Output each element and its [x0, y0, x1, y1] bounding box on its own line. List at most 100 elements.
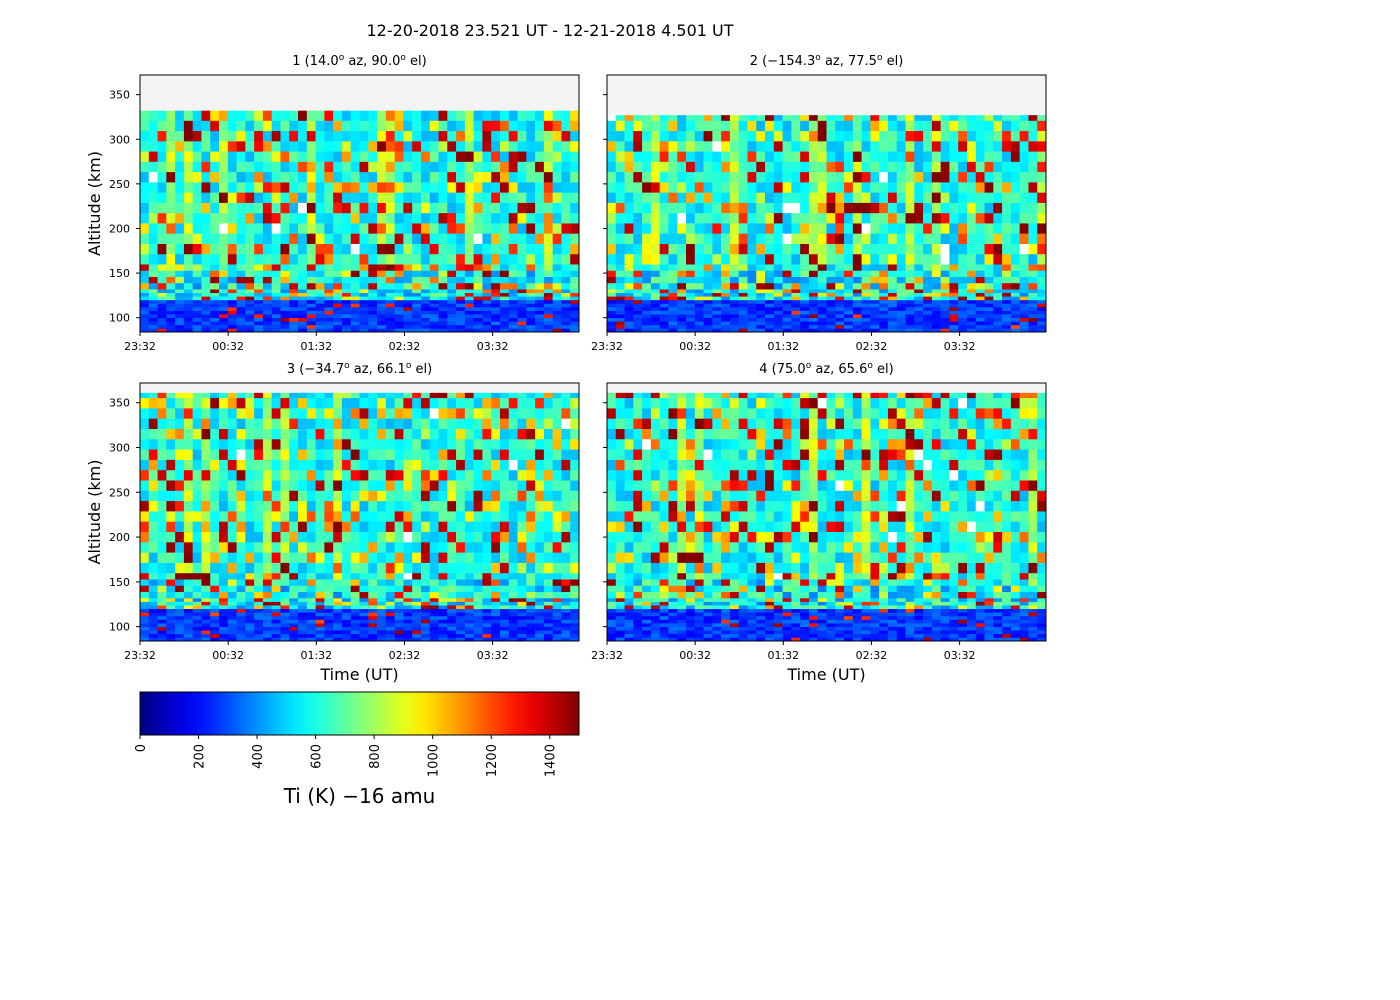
- heatmap-cell: [280, 202, 290, 214]
- x-tick-label: 23:32: [591, 340, 623, 353]
- heatmap-cell: [958, 299, 968, 304]
- heatmap-cell: [508, 392, 518, 399]
- heatmap-cell: [535, 490, 545, 502]
- heatmap-cell: [403, 282, 413, 290]
- heatmap-cell: [993, 120, 1003, 132]
- heatmap-cell: [254, 626, 264, 631]
- heatmap-cell: [429, 307, 439, 311]
- heatmap-cell: [879, 282, 889, 290]
- heatmap-cell: [949, 317, 959, 322]
- heatmap-cell: [175, 449, 185, 460]
- heatmap-cell: [298, 459, 308, 471]
- panel-2: 23:32 00:32 01:32 02:32 03:322 (−154.3o az, …: [591, 53, 1047, 353]
- heatmap-cell: [175, 321, 185, 326]
- heatmap-cell: [385, 310, 395, 315]
- heatmap-cell: [359, 289, 369, 294]
- heatmap-cell: [394, 591, 404, 599]
- heatmap-cell: [940, 292, 950, 297]
- heatmap-cell: [526, 120, 536, 132]
- heatmap-cell: [491, 521, 501, 533]
- heatmap-cell: [835, 324, 845, 329]
- heatmap-cell: [517, 397, 527, 409]
- heatmap-cell: [254, 585, 264, 593]
- heatmap-cell: [508, 511, 518, 522]
- heatmap-cell: [870, 264, 880, 271]
- heatmap-cell: [861, 321, 871, 326]
- heatmap-cell: [607, 307, 617, 311]
- heatmap-cell: [552, 585, 562, 593]
- heatmap-cell: [447, 182, 457, 193]
- heatmap-cell: [570, 182, 580, 193]
- heatmap-cell: [140, 253, 150, 265]
- heatmap-cell: [887, 161, 898, 173]
- heatmap-cell: [148, 418, 158, 429]
- heatmap-cell: [350, 598, 360, 602]
- heatmap-cell: [923, 151, 933, 162]
- heatmap-cell: [236, 637, 246, 642]
- heatmap-cell: [659, 212, 669, 224]
- heatmap-cell: [324, 223, 334, 234]
- heatmap-cell: [650, 115, 660, 121]
- heatmap-cell: [931, 130, 941, 142]
- heatmap-cell: [333, 317, 343, 322]
- heatmap-cell: [887, 115, 898, 121]
- title-segment: az, 77.5: [821, 54, 877, 69]
- heatmap-cell: [543, 490, 553, 502]
- heatmap-cell: [931, 192, 941, 203]
- heatmap-cell: [175, 317, 185, 322]
- heatmap-cell: [940, 296, 950, 301]
- heatmap-cell: [385, 542, 395, 553]
- heatmap-cell: [245, 328, 255, 333]
- heatmap-cell: [570, 276, 580, 284]
- heatmap-cell: [508, 182, 518, 193]
- heatmap-cell: [773, 324, 783, 329]
- heatmap-cell: [464, 633, 474, 638]
- heatmap-cell: [315, 141, 325, 152]
- heatmap-cell: [984, 223, 994, 234]
- heatmap-cell: [491, 151, 501, 162]
- heatmap-cell: [368, 299, 378, 304]
- heatmap-cell: [333, 562, 343, 574]
- heatmap-cell: [183, 619, 193, 624]
- heatmap-cell: [966, 289, 977, 294]
- heatmap-cell: [412, 605, 422, 610]
- heatmap-cell: [140, 511, 150, 522]
- heatmap-cell: [394, 469, 404, 481]
- heatmap-cell: [236, 469, 246, 481]
- heatmap-cell: [456, 521, 466, 533]
- heatmap-cell: [499, 612, 510, 617]
- heatmap-cell: [782, 310, 792, 315]
- heatmap-cell: [561, 591, 571, 599]
- degree-superscript: o: [877, 53, 883, 63]
- heatmap-cell: [403, 521, 413, 533]
- heatmap-cell: [333, 608, 343, 613]
- heatmap-cell: [359, 120, 369, 132]
- heatmap-cell: [394, 120, 404, 132]
- heatmap-cell: [826, 130, 836, 142]
- heatmap-cell: [324, 264, 334, 271]
- heatmap-cell: [642, 299, 652, 304]
- heatmap-cell: [236, 521, 246, 533]
- heatmap-cell: [394, 418, 404, 429]
- heatmap-cell: [535, 299, 545, 304]
- heatmap-cell: [201, 317, 211, 322]
- heatmap-cell: [183, 253, 193, 265]
- heatmap-cell: [765, 310, 775, 315]
- heatmap-cell: [438, 615, 448, 620]
- heatmap-cell: [896, 296, 906, 301]
- heatmap-cell: [140, 605, 150, 610]
- heatmap-cell: [896, 151, 906, 162]
- heatmap-cell: [861, 151, 871, 162]
- heatmap-cell: [140, 303, 150, 308]
- heatmap-cell: [975, 182, 985, 193]
- heatmap-cell: [201, 608, 211, 613]
- y-tick-label: 150: [109, 267, 130, 280]
- heatmap-cell: [298, 307, 308, 311]
- heatmap-cell: [315, 397, 325, 409]
- heatmap-cell: [808, 233, 819, 244]
- heatmap-cell: [403, 637, 413, 642]
- heatmap-cell: [615, 243, 625, 255]
- heatmap-cell: [464, 521, 474, 533]
- heatmap-cell: [192, 500, 202, 512]
- heatmap-cell: [1028, 120, 1038, 132]
